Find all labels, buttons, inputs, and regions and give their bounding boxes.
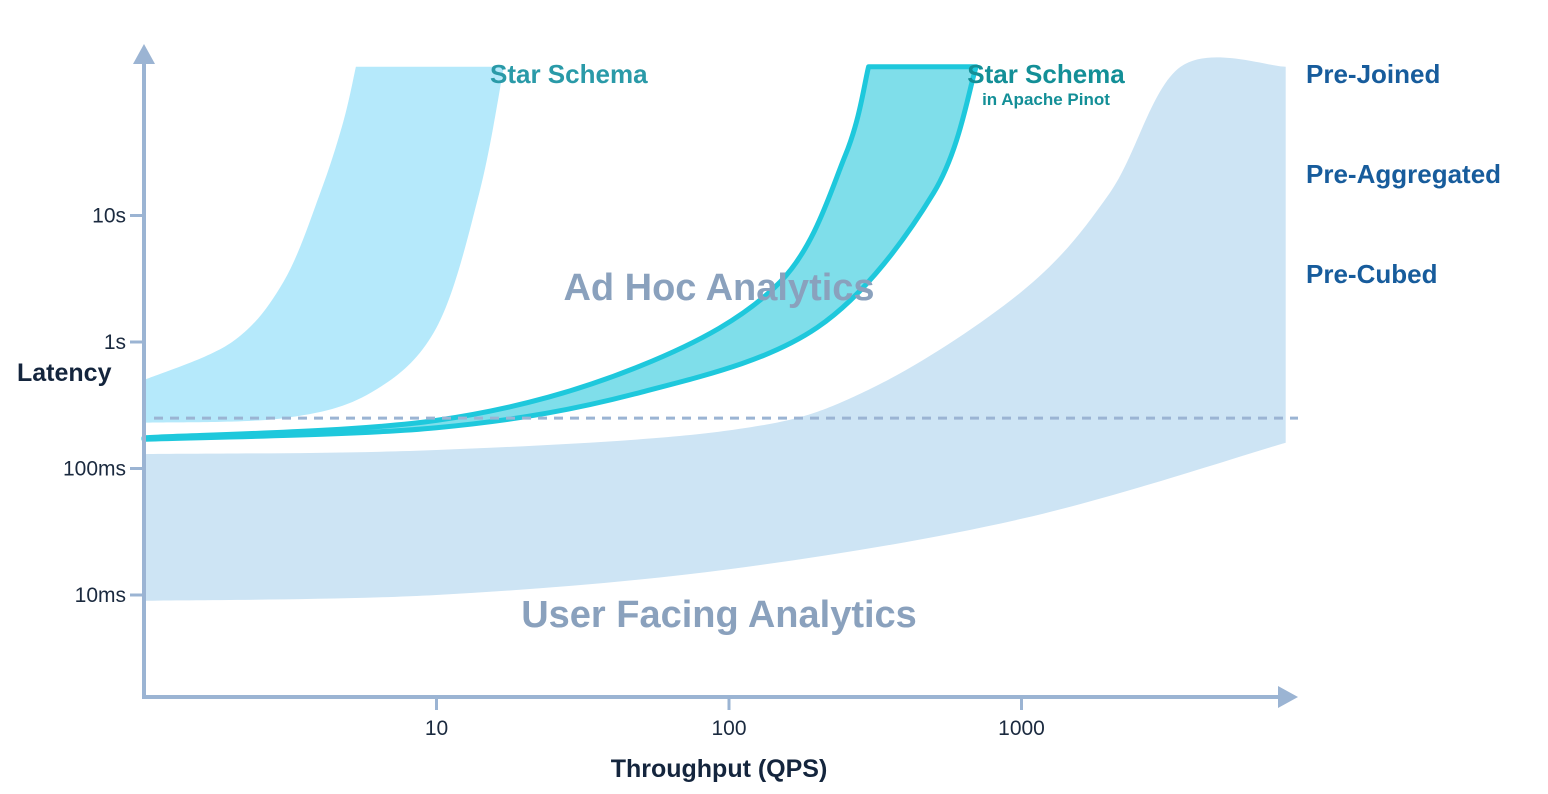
band-layer (141, 57, 1286, 601)
star-schema-label: Star Schema (490, 59, 648, 89)
y-tick-label: 10ms (75, 584, 126, 607)
band-star-schema-pinot (141, 64, 979, 442)
x-tick-label: 100 (711, 717, 746, 740)
y-tick-label: 100ms (63, 458, 126, 481)
x-axis-title: Throughput (QPS) (611, 755, 828, 783)
pre-aggregated-label: Pre-Aggregated (1306, 159, 1501, 189)
tick-layer: 10ms 100ms 1s 10s 10 100 1000 (63, 205, 1045, 741)
y-tick-label: 1s (104, 331, 126, 354)
x-tick-label: 1000 (998, 717, 1045, 740)
user-facing-analytics-label: User Facing Analytics (521, 594, 917, 636)
ad-hoc-analytics-label: Ad Hoc Analytics (563, 267, 874, 309)
pre-joined-label: Pre-Joined (1306, 59, 1440, 89)
y-tick-label: 10s (92, 205, 126, 228)
pre-cubed-label: Pre-Cubed (1306, 259, 1437, 289)
x-tick-label: 10 (425, 717, 448, 740)
y-axis-title: Latency (17, 359, 112, 387)
y-axis-arrow-icon (133, 44, 155, 64)
pinot-star-schema-label: Star Schema (967, 59, 1125, 89)
pinot-star-schema-sublabel: in Apache Pinot (982, 90, 1110, 109)
band-star-schema (144, 66, 504, 423)
x-axis-arrow-icon (1278, 686, 1298, 708)
band-pre-joined-aggregated-cubed (144, 57, 1286, 601)
